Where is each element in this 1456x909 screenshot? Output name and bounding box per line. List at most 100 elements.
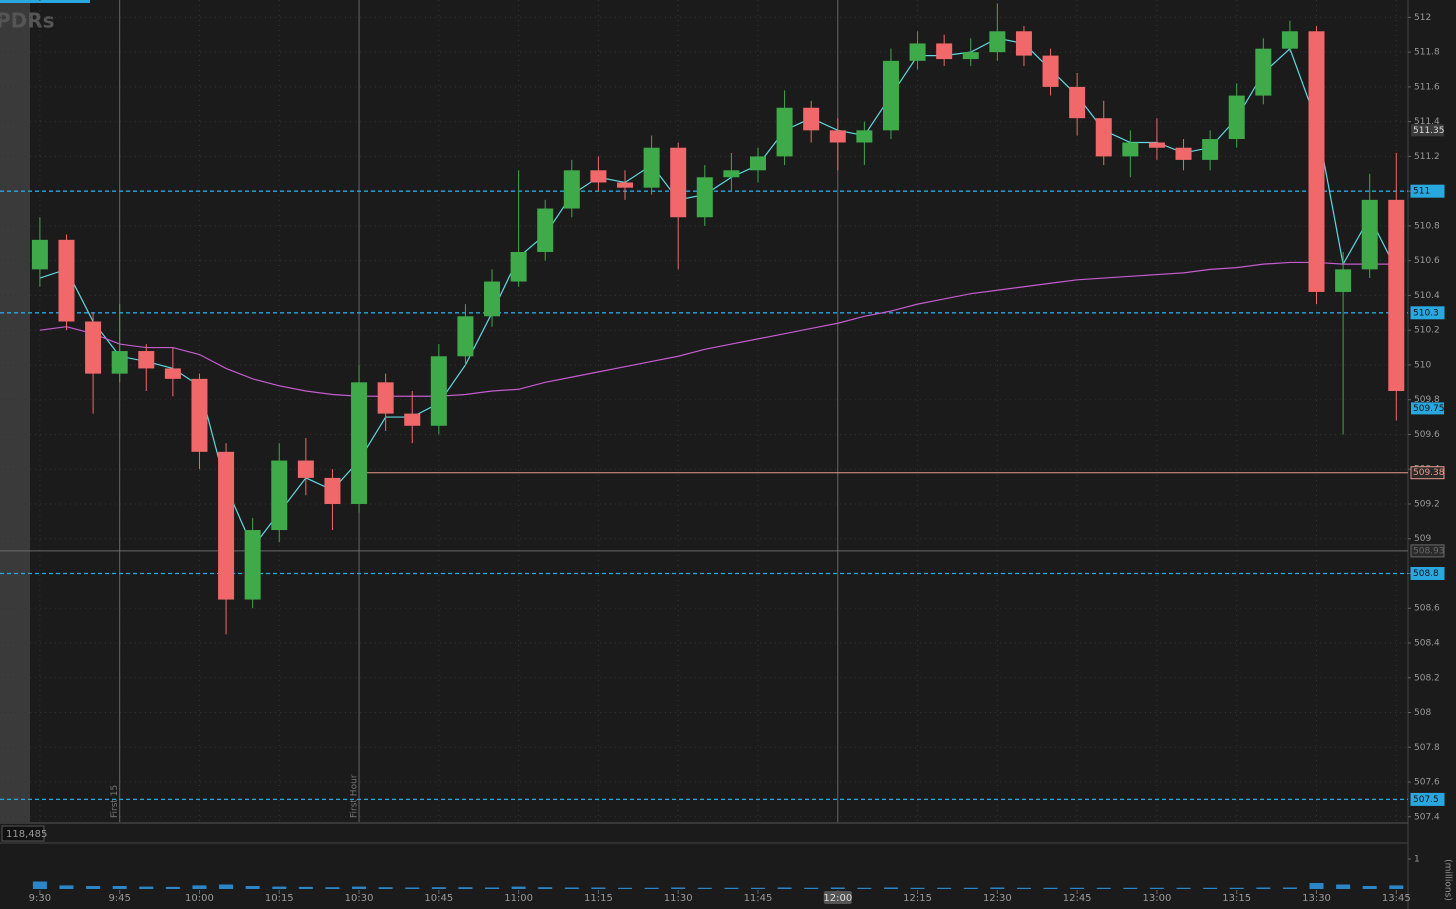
- volume-bar: [1096, 887, 1111, 889]
- volume-bar: [777, 887, 792, 889]
- candle: [909, 31, 926, 70]
- candle-body: [643, 147, 660, 188]
- candle-body: [324, 477, 341, 504]
- candle-body: [484, 281, 501, 317]
- y-tick-label: 508.4: [1414, 639, 1440, 649]
- x-tick-label: 10:45: [424, 893, 453, 904]
- candle-body: [218, 451, 235, 600]
- premarket-shade: [0, 0, 30, 822]
- candle: [457, 304, 474, 365]
- candle-body: [404, 413, 421, 426]
- candle-body: [1281, 31, 1298, 49]
- volume-bar: [1362, 886, 1377, 889]
- candle: [351, 364, 368, 513]
- candle: [1308, 26, 1325, 305]
- candle-body: [377, 382, 394, 414]
- x-tick-label: 12:15: [903, 893, 932, 904]
- volume-bar: [538, 887, 553, 889]
- x-tick-label: 11:15: [584, 893, 613, 904]
- candle: [85, 312, 102, 414]
- candle: [510, 170, 527, 287]
- volume-bar: [1016, 887, 1031, 889]
- volume-bar: [671, 887, 686, 889]
- volume-bar: [298, 886, 313, 889]
- y-tick-label: 508: [1414, 708, 1431, 718]
- candle: [271, 443, 288, 543]
- volume-bar: [830, 887, 845, 889]
- candle-body: [271, 460, 288, 531]
- y-tick-label: 507.6: [1414, 778, 1440, 788]
- candle: [1042, 48, 1059, 96]
- y-tick-label: 512: [1414, 13, 1431, 23]
- candle: [1388, 152, 1405, 421]
- candle: [138, 344, 155, 392]
- candle-body: [351, 382, 368, 504]
- candle: [962, 38, 979, 67]
- candle: [164, 347, 181, 397]
- candle-body: [1095, 118, 1112, 157]
- candle-body: [1069, 86, 1086, 119]
- y-tick-label: 507.8: [1414, 743, 1440, 753]
- candle-body: [191, 378, 208, 452]
- x-tick-label: 9:45: [108, 893, 130, 904]
- candle: [297, 437, 314, 496]
- price-badge: [1411, 402, 1444, 415]
- candle: [749, 147, 766, 183]
- volume-bar: [750, 887, 765, 889]
- volume-bar: [1203, 887, 1218, 889]
- price-badge-label: 508.8: [1413, 569, 1439, 579]
- volume-bar: [1336, 884, 1351, 889]
- time-marker-label: First 15: [110, 785, 120, 818]
- candle-body: [85, 321, 102, 374]
- volume-bar: [1070, 887, 1085, 889]
- candle-body: [856, 130, 873, 143]
- candle-body: [882, 60, 899, 131]
- x-tick-label: 9:30: [29, 893, 51, 904]
- candle-body: [1228, 95, 1245, 140]
- x-tick-label: 13:00: [1143, 893, 1172, 904]
- candle: [58, 234, 75, 331]
- volume-bar: [1043, 887, 1058, 889]
- x-tick-label: 12:30: [983, 893, 1012, 904]
- candle-body: [31, 239, 48, 270]
- volume-bar: [405, 887, 420, 889]
- candle-body: [297, 460, 314, 478]
- y-tick-label: 510: [1414, 360, 1431, 370]
- candle-body: [244, 530, 261, 600]
- candle: [430, 344, 447, 435]
- candle-body: [457, 316, 474, 357]
- candle-body: [1335, 269, 1352, 292]
- candle: [324, 469, 341, 531]
- candle: [696, 165, 713, 226]
- price-badge-label: 511: [1413, 187, 1430, 197]
- candle-body: [1308, 31, 1325, 292]
- price-badge: [1410, 466, 1445, 480]
- x-tick-label: 13:30: [1302, 893, 1331, 904]
- candle-body: [537, 208, 554, 252]
- volume-bar: [883, 887, 898, 889]
- x-tick-label: 13:15: [1222, 893, 1251, 904]
- candle-body: [723, 170, 740, 178]
- candle-body: [776, 107, 793, 157]
- candle-body: [1361, 199, 1378, 270]
- watermark: PDRs: [0, 9, 55, 33]
- y-tick-label: 510.2: [1414, 326, 1440, 336]
- price-badge: [1410, 544, 1445, 558]
- volume-bar: [724, 887, 739, 889]
- volume-bar: [165, 886, 180, 889]
- candle: [1202, 130, 1219, 171]
- volume-bar: [644, 887, 659, 889]
- candle-body: [58, 239, 75, 322]
- volume-bar: [511, 886, 526, 889]
- candle: [856, 121, 873, 166]
- price-badge-label: 510.3: [1413, 308, 1439, 318]
- volume-bar: [219, 884, 234, 889]
- volume-bar: [32, 881, 47, 889]
- price-badge: [1410, 566, 1445, 580]
- candle-body: [138, 351, 155, 369]
- price-badge: [1410, 792, 1445, 806]
- y-tick-label: 510.8: [1414, 221, 1440, 231]
- candle-body: [590, 170, 607, 183]
- candle-body: [563, 170, 580, 209]
